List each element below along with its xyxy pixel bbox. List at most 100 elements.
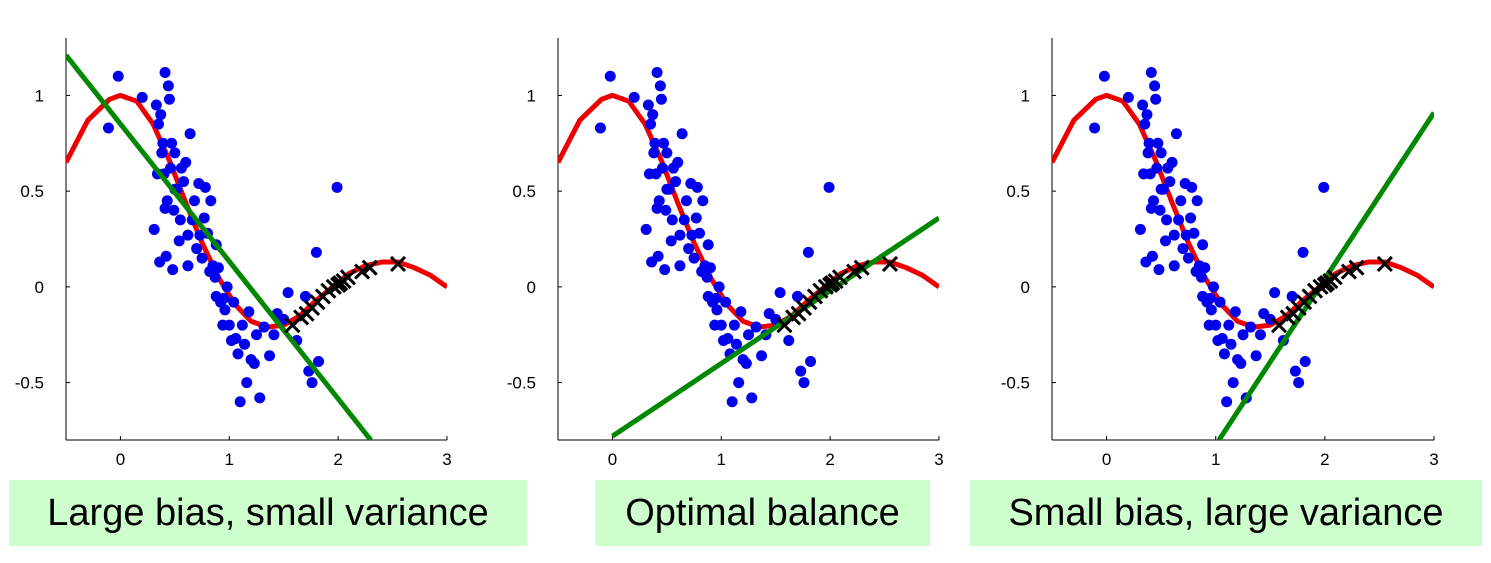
- training-point: [1254, 329, 1266, 341]
- training-point: [188, 195, 200, 207]
- training-point: [1139, 118, 1151, 130]
- true-function-curve: [1052, 92, 1434, 330]
- training-point: [1223, 319, 1235, 331]
- x-tick-label: 0: [608, 450, 617, 469]
- y-tick-label: 0.5: [512, 182, 536, 201]
- training-point: [1089, 122, 1101, 134]
- test-point-stroke: [1348, 259, 1365, 276]
- training-point: [701, 271, 713, 283]
- training-point: [713, 281, 725, 293]
- training-point: [770, 313, 782, 325]
- training-point: [647, 109, 659, 121]
- training-point: [157, 137, 169, 149]
- training-point: [191, 243, 203, 255]
- chart-panel-small-bias: 0 1 2 3 -0.5 0 0.5 1: [1001, 38, 1439, 469]
- plot-area: [1052, 66, 1434, 440]
- training-point: [649, 137, 661, 149]
- training-point: [1141, 109, 1153, 121]
- training-point: [1134, 223, 1146, 235]
- training-point: [665, 235, 677, 247]
- fit-line: [611, 215, 939, 439]
- plot-area: [66, 53, 447, 440]
- training-point: [791, 290, 803, 302]
- test-point-stroke: [361, 259, 378, 276]
- training-point: [642, 99, 654, 111]
- test-point-stroke: [831, 269, 849, 286]
- training-point: [783, 334, 795, 346]
- training-point: [1182, 252, 1194, 264]
- training-point: [661, 183, 673, 195]
- fit-line: [66, 53, 373, 440]
- training-point: [1191, 195, 1203, 207]
- y-tick-label: 0: [35, 278, 44, 297]
- training-point: [661, 147, 673, 159]
- training-point: [670, 176, 682, 188]
- training-point: [254, 392, 266, 404]
- x-tick-label: 0: [116, 450, 125, 469]
- training-point: [666, 214, 678, 226]
- training-point: [196, 252, 208, 264]
- training-point: [1138, 168, 1150, 180]
- training-point: [223, 319, 235, 331]
- training-point: [230, 333, 242, 345]
- y-tick-label: -0.5: [1001, 374, 1030, 393]
- training-point: [232, 348, 244, 360]
- training-point: [720, 296, 732, 308]
- training-point: [1160, 235, 1172, 247]
- training-point: [1175, 195, 1187, 207]
- test-point-stroke: [853, 259, 870, 276]
- training-point: [659, 264, 671, 276]
- training-point: [1216, 333, 1228, 345]
- test-point-stroke: [1340, 263, 1357, 280]
- test-point: [1340, 263, 1357, 280]
- training-point: [148, 223, 160, 235]
- training-point: [672, 156, 684, 168]
- training-point: [1170, 128, 1182, 140]
- training-point: [1318, 181, 1330, 193]
- training-point: [1154, 204, 1166, 216]
- training-point: [694, 227, 706, 239]
- training-point: [660, 204, 672, 216]
- training-point: [1205, 304, 1217, 316]
- training-point: [710, 292, 722, 304]
- training-point: [798, 377, 810, 389]
- x-tick-label: 3: [1429, 450, 1438, 469]
- training-point: [733, 377, 745, 389]
- training-point: [162, 80, 174, 92]
- training-point: [743, 329, 754, 341]
- training-point: [1225, 338, 1237, 350]
- training-point: [168, 204, 180, 216]
- training-point: [1186, 181, 1198, 193]
- training-point: [264, 350, 276, 362]
- training-point: [153, 118, 165, 130]
- training-point: [740, 357, 752, 369]
- training-point: [268, 329, 280, 341]
- test-point-stroke: [1376, 255, 1393, 272]
- test-point-stroke: [881, 255, 899, 272]
- training-point: [726, 396, 738, 408]
- training-point: [1155, 147, 1167, 159]
- training-point: [155, 109, 167, 121]
- training-point: [802, 246, 814, 258]
- training-point: [182, 260, 194, 272]
- training-point: [722, 333, 734, 345]
- training-point: [1199, 262, 1211, 274]
- training-point: [674, 260, 686, 272]
- training-point: [1150, 93, 1162, 105]
- training-point: [728, 319, 740, 331]
- training-point: [1297, 246, 1309, 258]
- training-point: [136, 91, 148, 103]
- test-point: [881, 255, 899, 272]
- training-point: [1218, 348, 1230, 360]
- training-point: [750, 321, 762, 333]
- test-point: [1348, 259, 1365, 276]
- training-point: [184, 128, 196, 140]
- training-point: [823, 181, 835, 193]
- y-tick-label: 0.5: [20, 182, 44, 201]
- training-point: [654, 80, 666, 92]
- training-point: [1227, 377, 1239, 389]
- training-point: [1197, 239, 1209, 251]
- training-point: [1152, 137, 1164, 149]
- training-point: [651, 66, 663, 78]
- x-tick-label: 0: [1102, 450, 1111, 469]
